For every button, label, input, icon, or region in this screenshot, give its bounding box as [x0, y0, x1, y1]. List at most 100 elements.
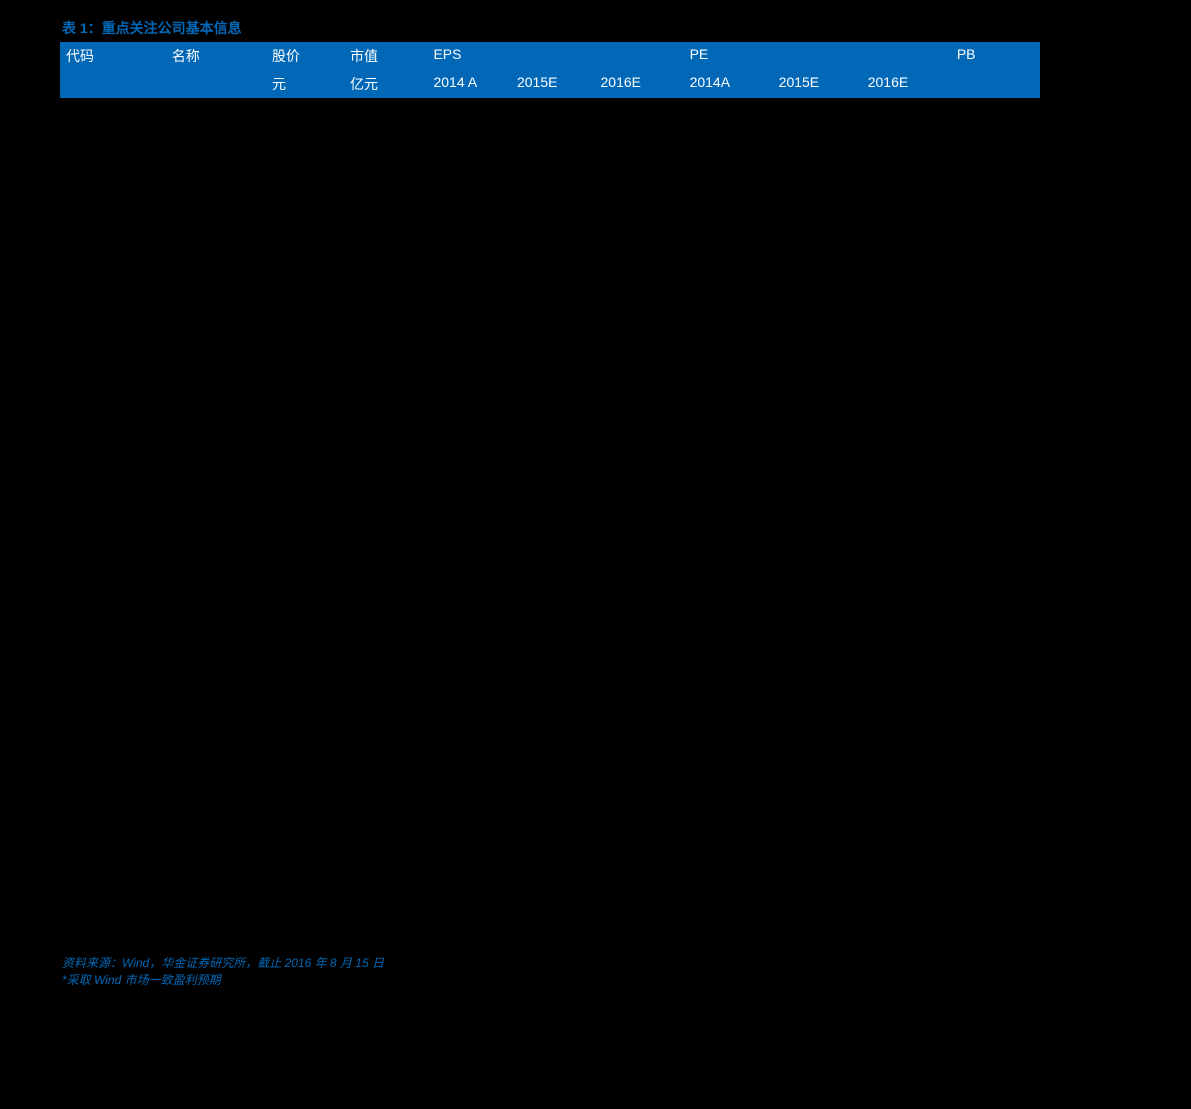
cell-eps_16: 0.73 — [595, 148, 684, 173]
cell-code: 603315.SH — [60, 498, 166, 523]
cell-pb: 6.37 — [951, 173, 1040, 198]
cell-eps_14: 0.06 — [427, 523, 511, 548]
cell-eps_14: 0.23 — [427, 598, 511, 623]
table-row: 300399.SZ京天利40.48490.280.220.43144.57184… — [60, 798, 1040, 823]
cell-price: 27.78 — [266, 498, 344, 523]
cell-code: 002006.SZ — [60, 198, 166, 223]
cell-pb: 2.60 — [951, 248, 1040, 273]
cell-name: 中天科技 — [166, 148, 266, 173]
cell-mktcap: 142 — [344, 448, 428, 473]
cell-pe_15: -15.26 — [773, 748, 862, 773]
cell-pb: 3.58 — [951, 548, 1040, 573]
cell-eps_15: 0.29 — [511, 623, 595, 648]
cell-pe_16: - — [862, 523, 951, 548]
cell-pb: 4.45 — [951, 198, 1040, 223]
cell-pe_14: 144.57 — [684, 798, 773, 823]
cell-eps_15: 1.00 — [511, 573, 595, 598]
cell-pe_14: 52.74 — [684, 598, 773, 623]
cell-mktcap: 646 — [344, 123, 428, 148]
table-row: 600770.SH综艺股份10.701390.06-0.68-178.33-15… — [60, 523, 1040, 548]
table-body: 600577.SH精达股份6.521280.050.090.13130.4072… — [60, 98, 1040, 948]
cell-eps_16: 0.12 — [595, 323, 684, 348]
cell-pb: 3.14 — [951, 148, 1040, 173]
table-row: 002006.SZ精功科技10.8249-0.480.010.14-22.541… — [60, 198, 1040, 223]
cell-eps_15: 0.21 — [511, 823, 595, 848]
cell-pb: 4.17 — [951, 598, 1040, 623]
cell-mktcap: 122 — [344, 873, 428, 898]
header-blank — [951, 70, 1040, 98]
cell-code: 600482.SH — [60, 723, 166, 748]
cell-pb: 4.79 — [951, 473, 1040, 498]
table-title: 表 1：重点关注公司基本信息 — [60, 18, 1131, 38]
header-blank — [60, 70, 166, 98]
cell-eps_16: 0.40 — [595, 623, 684, 648]
cell-eps_16: 0.28 — [595, 448, 684, 473]
cell-pe_14: 82.95 — [684, 698, 773, 723]
cell-pe_14: 50.98 — [684, 898, 773, 923]
cell-pe_16: 83.97 — [862, 848, 951, 873]
cell-pe_16: - — [862, 373, 951, 398]
cell-name: 精达股份 — [166, 98, 266, 123]
cell-pb: 2.10 — [951, 648, 1040, 673]
cell-pe_15: 118.50 — [773, 698, 862, 723]
cell-eps_16: 0.39 — [595, 848, 684, 873]
header-pe-2015: 2015E — [773, 70, 862, 98]
cell-eps_14: 0.46 — [427, 273, 511, 298]
cell-eps_14: 0.09 — [427, 373, 511, 398]
cell-price: 30.07 — [266, 723, 344, 748]
cell-eps_14: 0.16 — [427, 173, 511, 198]
cell-pe_16: - — [862, 498, 951, 523]
cell-code: 300383.SZ — [60, 848, 166, 873]
cell-mktcap: 71 — [344, 773, 428, 798]
table-row: 600590.SH泰豪科技10.99760.460.180.3323.8961.… — [60, 298, 1040, 323]
cell-pb: 4.25 — [951, 498, 1040, 523]
cell-eps_15: 0.53 — [511, 273, 595, 298]
header-mktcap: 市值 — [344, 42, 428, 70]
cell-name: 精功科技 — [166, 198, 266, 223]
cell-mktcap: 47 — [344, 348, 428, 373]
cell-pe_16: 50.15 — [862, 98, 951, 123]
cell-code: 600770.SH — [60, 523, 166, 548]
cell-pe_16: 41.94 — [862, 348, 951, 373]
cell-pe_14: 37.54 — [684, 498, 773, 523]
header-blank — [166, 70, 266, 98]
cell-mktcap: 30 — [344, 373, 428, 398]
cell-mktcap: 311 — [344, 823, 428, 848]
cell-mktcap: 171 — [344, 548, 428, 573]
cell-pe_14: 114.00 — [684, 373, 773, 398]
cell-eps_16: - — [595, 498, 684, 523]
cell-eps_14: 0.25 — [427, 123, 511, 148]
cell-pe_16: - — [862, 223, 951, 248]
cell-pe_15: 256.50 — [773, 373, 862, 398]
cell-pe_16: 61.44 — [862, 698, 951, 723]
header-mktcap-unit: 亿元 — [344, 70, 428, 98]
table-row: 600192.SH长城电工9.21400.190.23-48.4740.04-2… — [60, 648, 1040, 673]
source-note: 资料来源：Wind，华金证券研究所，截止 2016 年 8 月 15 日 — [60, 954, 1131, 971]
cell-pb: 5.65 — [951, 698, 1040, 723]
cell-eps_16: - — [595, 223, 684, 248]
cell-eps_14: 0.14 — [427, 823, 511, 848]
cell-eps_15: 0.18 — [511, 298, 595, 323]
cell-pb: 5.08 — [951, 348, 1040, 373]
cell-pe_14: 46.00 — [684, 148, 773, 173]
cell-eps_15: 0.39 — [511, 673, 595, 698]
cell-price: 38.08 — [266, 873, 344, 898]
cell-code: 603519.SH — [60, 423, 166, 448]
cell-code: 600522.SH — [60, 148, 166, 173]
table-row: 600746.SH江苏索普10.26300.090.04-114.00256.5… — [60, 373, 1040, 398]
header-eps-2014: 2014 A — [427, 70, 511, 98]
cell-pe_16: 22.44 — [862, 273, 951, 298]
cell-pe_14: 114.17 — [684, 448, 773, 473]
cell-code: 002276.SZ — [60, 448, 166, 473]
cell-pe_14: 133.45 — [684, 348, 773, 373]
cell-pe_15: 20.99 — [773, 573, 862, 598]
cell-mktcap: 67 — [344, 323, 428, 348]
header-pe: PE — [684, 42, 951, 70]
cell-eps_14: 0.28 — [427, 723, 511, 748]
cell-code: 300182.SZ — [60, 823, 166, 848]
cell-name: 日上集团 — [166, 348, 266, 373]
cell-name: 太原重工 — [166, 748, 266, 773]
cell-pe_16: 27.17 — [862, 548, 951, 573]
table-row: 600522.SH中天科技17.023790.370.560.7346.0030… — [60, 148, 1040, 173]
cell-code: 002422.SZ — [60, 923, 166, 948]
